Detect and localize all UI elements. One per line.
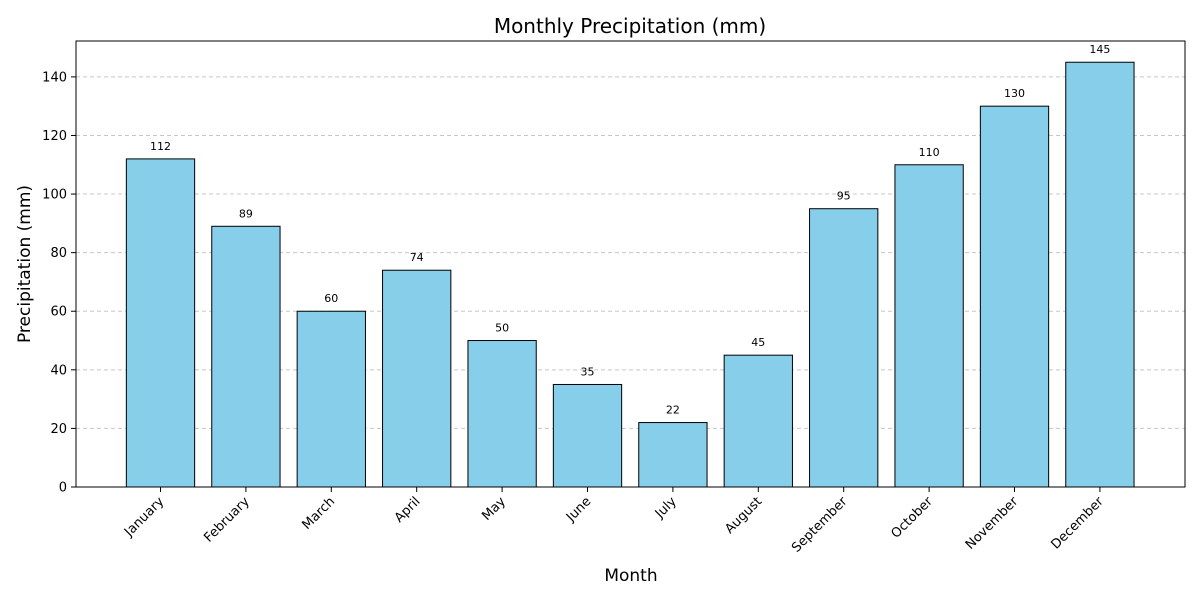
x-tick-label: November — [963, 494, 1022, 553]
y-tick-label: 100 — [42, 188, 67, 203]
data-label: 74 — [410, 251, 424, 264]
bar — [809, 208, 879, 488]
x-tick-label: January — [121, 494, 167, 540]
x-tick-label: August — [722, 494, 765, 537]
x-tick-label: July — [652, 494, 680, 522]
y-axis-ticks: 0 20 40 60 80 100 120 140 — [42, 70, 76, 496]
data-label: 95 — [837, 190, 851, 203]
y-tick-label: 140 — [42, 70, 67, 85]
x-axis-label: Month — [604, 566, 657, 586]
y-tick-label: 0 — [59, 481, 67, 496]
chart-title: Monthly Precipitation (mm) — [494, 14, 766, 38]
data-label: 112 — [150, 140, 171, 153]
y-tick-label: 40 — [50, 363, 67, 378]
data-label: 89 — [239, 207, 253, 220]
bar — [1065, 61, 1135, 488]
x-axis-ticks: January February March April May June July Augu… — [121, 487, 1107, 556]
y-tick-label: 60 — [50, 305, 67, 320]
data-label: 22 — [666, 404, 680, 417]
x-tick-label: May — [479, 494, 509, 524]
data-label: 45 — [751, 336, 765, 349]
y-tick-label: 20 — [50, 422, 67, 437]
data-label: 60 — [324, 292, 338, 305]
data-label: 110 — [919, 146, 940, 159]
x-tick-label: June — [563, 494, 594, 525]
data-label: 50 — [495, 322, 509, 335]
data-label: 130 — [1004, 87, 1025, 100]
bar — [894, 164, 964, 488]
y-axis-label: Precipitation (mm) — [15, 185, 35, 343]
data-label: 35 — [581, 365, 595, 378]
bar — [552, 383, 623, 488]
x-tick-label: December — [1048, 494, 1107, 553]
x-tick-label: September — [789, 494, 851, 556]
y-tick-label: 120 — [42, 129, 67, 144]
x-tick-label: October — [889, 494, 937, 542]
data-label: 145 — [1089, 43, 1110, 56]
bar — [125, 158, 196, 488]
bar — [723, 354, 793, 488]
x-tick-label: March — [299, 494, 338, 533]
plot-frame — [75, 40, 1186, 488]
y-tick-label: 80 — [50, 246, 67, 261]
bar — [638, 422, 708, 488]
bar — [296, 310, 366, 488]
x-tick-label: April — [392, 494, 424, 526]
bars — [125, 61, 1135, 488]
data-labels: 112 89 60 74 50 35 22 45 95 110 130 145 — [150, 43, 1110, 416]
x-tick-label: February — [201, 494, 253, 546]
bar — [382, 269, 452, 488]
bar — [467, 340, 537, 488]
bar — [979, 105, 1050, 488]
bar — [211, 225, 281, 488]
